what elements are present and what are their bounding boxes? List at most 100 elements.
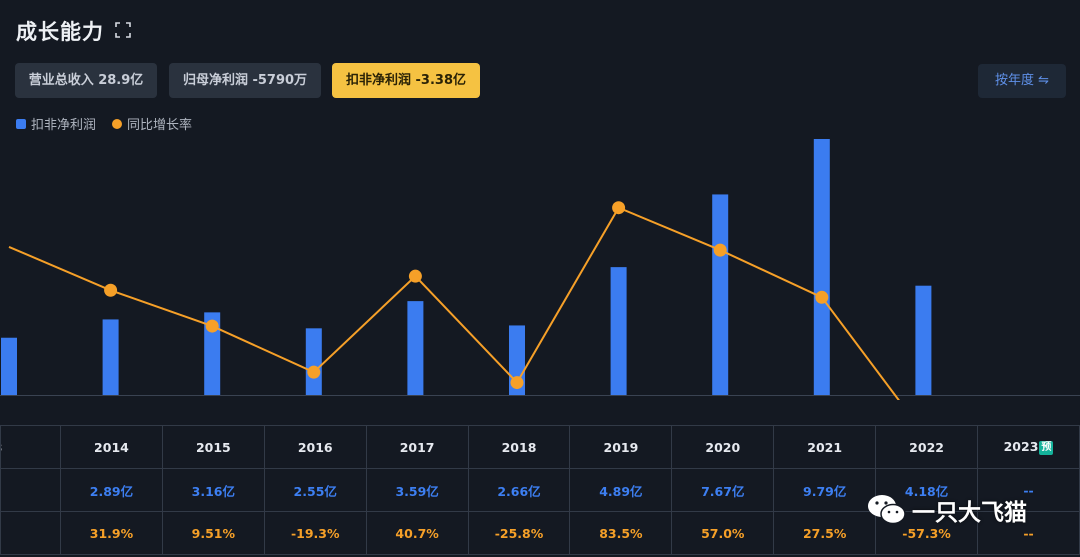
cell-text: 3.16亿 (191, 483, 235, 499)
cell-text: 9.79亿 (803, 483, 847, 499)
legend-line-swatch (112, 118, 123, 129)
table-cell: 2019 (569, 425, 673, 469)
cell-text: -25.8% (494, 525, 544, 541)
page-title: 成长能力 (16, 20, 104, 44)
legend-line-label: 同比增长率 (127, 118, 193, 133)
watermark-text: 一只大飞猫 (912, 500, 1027, 526)
yoy-point-2016[interactable] (307, 365, 321, 379)
legend-bar-label: 扣非净利润 (31, 118, 97, 133)
yoy-point-2019[interactable] (612, 201, 626, 215)
table-cell: -19.3% (263, 511, 367, 555)
bar-2013 (1, 337, 17, 395)
cell-text: -19.3% (290, 525, 340, 541)
cell-text: 31.9% (89, 525, 134, 541)
yoy-point-2018[interactable] (510, 376, 524, 390)
table-cell: -- (977, 511, 1080, 555)
tab-revenue[interactable]: 营业总收入 28.9亿 (15, 63, 157, 98)
table-cell: 57.0% (671, 511, 775, 555)
table-cell: 9.79亿 (773, 468, 877, 512)
cell-text: 2021 (807, 439, 843, 455)
cell-text: 83.5% (599, 525, 643, 541)
cell-text: 3.59亿 (395, 483, 439, 499)
cell-text: -- (1023, 482, 1034, 498)
cell-text: 7.67亿 (701, 483, 745, 499)
table-cell: 2.89亿 (60, 468, 163, 512)
bar-2019 (610, 267, 627, 395)
table-cell: 2015 (161, 425, 265, 469)
table-cell: 27.5% (773, 511, 877, 555)
cell-text: 2020 (705, 439, 741, 455)
growth-chart (0, 139, 1080, 400)
cell-text: 4.18亿 (904, 483, 949, 499)
table-cell: % (0, 511, 61, 555)
table-cell: 2014 (60, 425, 163, 469)
cell-text: 27.5% (802, 525, 847, 541)
cell-text: 2023 (1003, 439, 1039, 454)
yoy-point-2014[interactable] (104, 283, 118, 297)
forecast-badge: 预 (1039, 441, 1054, 455)
bar-2020 (712, 194, 729, 395)
cell-text: 2.89亿 (89, 483, 134, 499)
table-cell: 9.51% (161, 511, 265, 555)
table-cell: 2020 (671, 425, 775, 469)
bar-2016 (305, 328, 322, 395)
data-table: 13 2014 2015 2016 2017 2018 2019 2020 2021 2022 20… (0, 425, 1080, 555)
table-row-yoy: % 31.9% 9.51% -19.3% 40.7% -25.8% 83.5% 57.0% 27… (0, 511, 1080, 555)
cell-text: 57.0% (701, 525, 745, 541)
table-cell: 4.89亿 (569, 468, 673, 512)
table-cell: 2022 (875, 425, 979, 469)
table-cell: 31.9% (60, 511, 163, 555)
table-cell: 亿 (0, 468, 61, 512)
cell-text: 9.51% (191, 525, 236, 541)
yoy-point-2020[interactable] (713, 243, 727, 257)
table-row-values: 亿 2.89亿 3.16亿 2.55亿 3.59亿 2.66亿 4.89亿 7.67亿 9.79… (0, 468, 1080, 512)
table-cell: -- (977, 468, 1080, 512)
cell-text: 2019 (603, 439, 639, 455)
table-cell: 2018 (467, 425, 571, 469)
cell-text: 2014 (94, 439, 129, 455)
tab-deducted-net-profit[interactable]: 扣非净利润 -3.38亿 (332, 63, 480, 98)
chart-legend: 扣非净利润 同比增长率 (16, 114, 192, 133)
yoy-growth-line (8, 206, 900, 400)
cell-text: 2016 (297, 439, 333, 455)
legend-bar-swatch (16, 118, 26, 129)
cell-text: 2017 (399, 439, 435, 455)
period-toggle-button[interactable]: 按年度 ⇋ (978, 64, 1066, 98)
table-cell: 40.7% (365, 511, 469, 555)
wechat-icon (868, 495, 906, 525)
bar-2021 (813, 139, 830, 395)
table-cell: 2016 (263, 425, 367, 469)
table-cell: 2017 (365, 425, 469, 469)
table-cell: 2.66亿 (467, 468, 571, 512)
table-cell: 83.5% (569, 511, 673, 555)
tab-net-profit[interactable]: 归母净利润 -5790万 (169, 63, 321, 98)
cell-text: 2.66亿 (497, 483, 541, 499)
yoy-point-2015[interactable] (205, 319, 219, 333)
bar-2015 (204, 312, 221, 395)
table-cell: 2023 预 (977, 425, 1080, 469)
table-cell: 2.55亿 (263, 468, 367, 512)
table-cell: 3.59亿 (365, 468, 469, 512)
cell-text: 2.55亿 (293, 483, 337, 499)
bar-2022 (915, 285, 932, 395)
expand-icon[interactable] (114, 21, 132, 39)
table-cell: 3.16亿 (161, 468, 265, 512)
table-cell: 7.67亿 (671, 468, 775, 512)
table-cell: 2021 (773, 425, 877, 469)
yoy-point-2021[interactable] (815, 290, 829, 304)
table-row-years: 13 2014 2015 2016 2017 2018 2019 2020 2021 2022 20… (0, 425, 1080, 469)
yoy-point-2017[interactable] (408, 269, 422, 283)
cell-text: 2015 (195, 439, 231, 455)
watermark: 一只大飞猫 (866, 492, 1027, 528)
cell-text: 4.89亿 (599, 483, 643, 499)
cell-text: -57.3% (902, 525, 951, 541)
cell-text: -- (1023, 525, 1034, 541)
cell-text: 13 (2, 440, 3, 455)
cell-text: 2018 (501, 439, 537, 455)
cell-text: 40.7% (395, 525, 439, 541)
table-cell: -25.8% (467, 511, 571, 555)
bar-2017 (407, 301, 424, 395)
cell-text: 2022 (909, 439, 944, 455)
table-cell: 13 (0, 425, 61, 469)
bar-2014 (102, 319, 119, 395)
